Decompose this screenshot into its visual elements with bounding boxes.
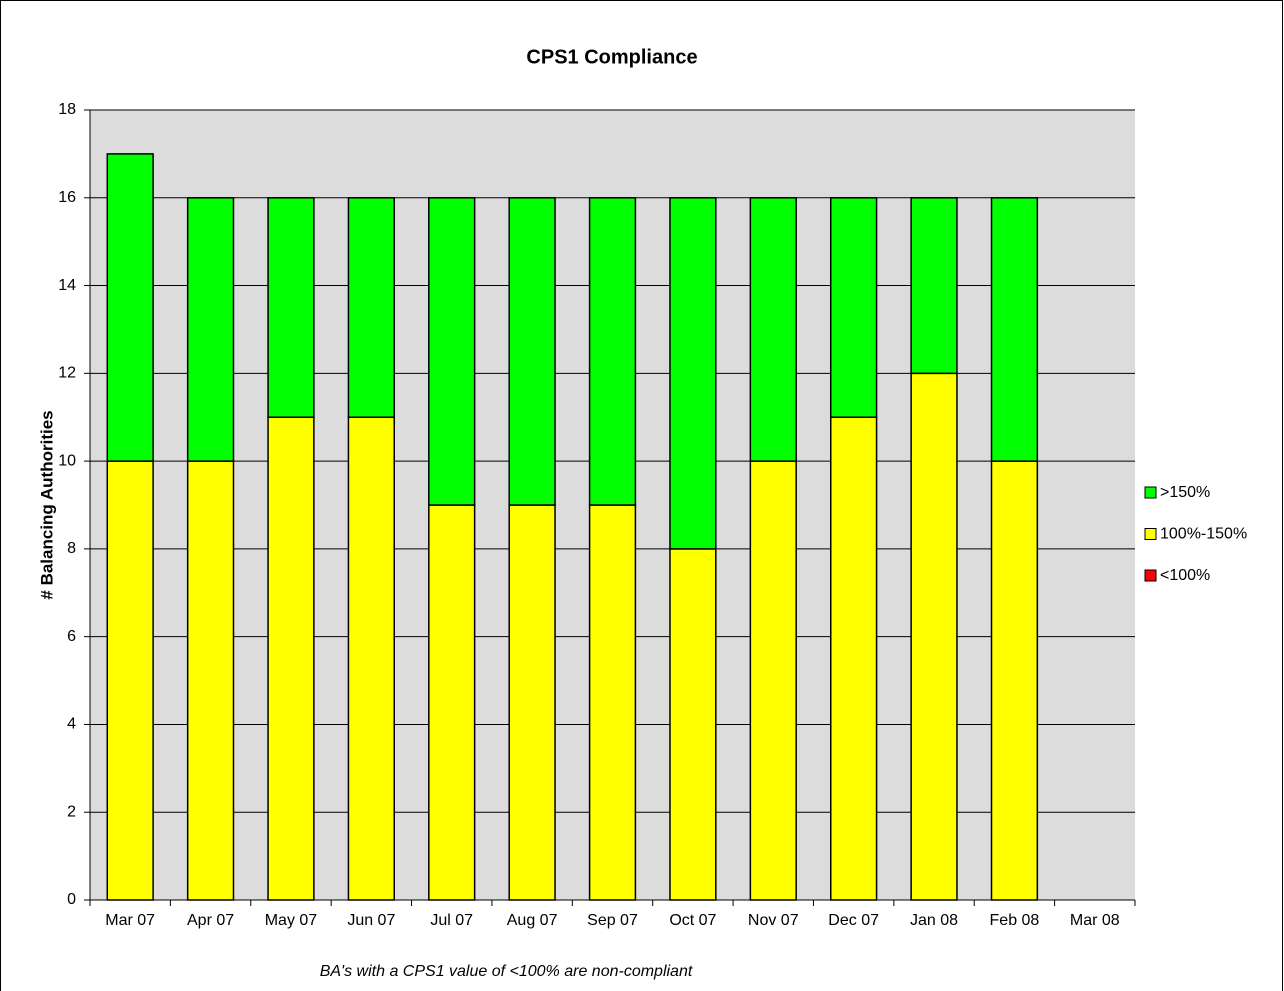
bar-segment bbox=[267, 416, 315, 901]
bar-segment bbox=[829, 197, 878, 418]
bar-segment bbox=[186, 197, 235, 462]
bar-segment bbox=[990, 460, 1039, 901]
bar-segment bbox=[508, 504, 556, 901]
x-tick-label: Oct 07 bbox=[669, 912, 716, 929]
bar-segment bbox=[106, 153, 154, 462]
x-tick-label: Aug 07 bbox=[507, 912, 558, 929]
x-tick-label: Mar 08 bbox=[1070, 912, 1120, 929]
y-tick-label: 4 bbox=[67, 716, 76, 733]
y-tick-label: 6 bbox=[67, 628, 76, 645]
legend-label: >150% bbox=[1160, 484, 1210, 501]
bar-segment bbox=[749, 197, 797, 462]
y-tick-label: 0 bbox=[67, 891, 76, 908]
bar-segment bbox=[910, 372, 958, 901]
x-tick-label: Jul 07 bbox=[430, 912, 473, 929]
bar-segment bbox=[106, 460, 154, 901]
legend-swatch bbox=[1144, 528, 1157, 540]
bar-segment bbox=[267, 197, 315, 418]
y-tick-label: 2 bbox=[67, 803, 76, 820]
bar-segment bbox=[669, 548, 717, 901]
legend-swatch bbox=[1144, 486, 1157, 499]
bar-segment bbox=[829, 416, 878, 901]
bar-segment bbox=[588, 504, 637, 901]
legend-swatch bbox=[1144, 569, 1157, 582]
y-tick-label: 8 bbox=[67, 540, 76, 557]
bar-segment bbox=[428, 197, 476, 506]
x-tick-label: Sep 07 bbox=[587, 912, 638, 929]
x-tick-label: May 07 bbox=[265, 912, 318, 929]
y-tick-label: 18 bbox=[58, 101, 76, 118]
y-tick-label: 12 bbox=[58, 365, 76, 382]
x-tick-label: Jan 08 bbox=[910, 912, 958, 929]
bar-segment bbox=[990, 197, 1039, 462]
legend-label: <100% bbox=[1160, 567, 1210, 584]
x-tick-label: Apr 07 bbox=[187, 912, 234, 929]
bar-segment bbox=[910, 197, 958, 375]
y-tick-label: 16 bbox=[58, 189, 76, 206]
bar-segment bbox=[428, 504, 476, 901]
y-axis-label: # Balancing Authorities bbox=[37, 410, 56, 599]
x-tick-label: Nov 07 bbox=[748, 912, 799, 929]
y-tick-label: 10 bbox=[58, 452, 76, 469]
y-tick-label: 14 bbox=[58, 277, 76, 294]
legend-label: 100%-150% bbox=[1160, 526, 1247, 543]
chart-title: CPS1 Compliance bbox=[526, 46, 697, 68]
bar-segment bbox=[669, 197, 717, 550]
bar-segment bbox=[508, 197, 556, 506]
bar-segment bbox=[588, 197, 637, 506]
annotation: BA's with a CPS1 value of <100% are non-… bbox=[320, 963, 693, 980]
x-tick-label: Feb 08 bbox=[990, 912, 1040, 929]
x-tick-label: Dec 07 bbox=[828, 912, 879, 929]
x-tick-label: Jun 07 bbox=[347, 912, 395, 929]
bar-segment bbox=[749, 460, 797, 901]
bar-segment bbox=[347, 416, 396, 901]
x-tick-label: Mar 07 bbox=[105, 912, 155, 929]
bar-segment bbox=[186, 460, 235, 901]
bar-segment bbox=[347, 197, 396, 418]
